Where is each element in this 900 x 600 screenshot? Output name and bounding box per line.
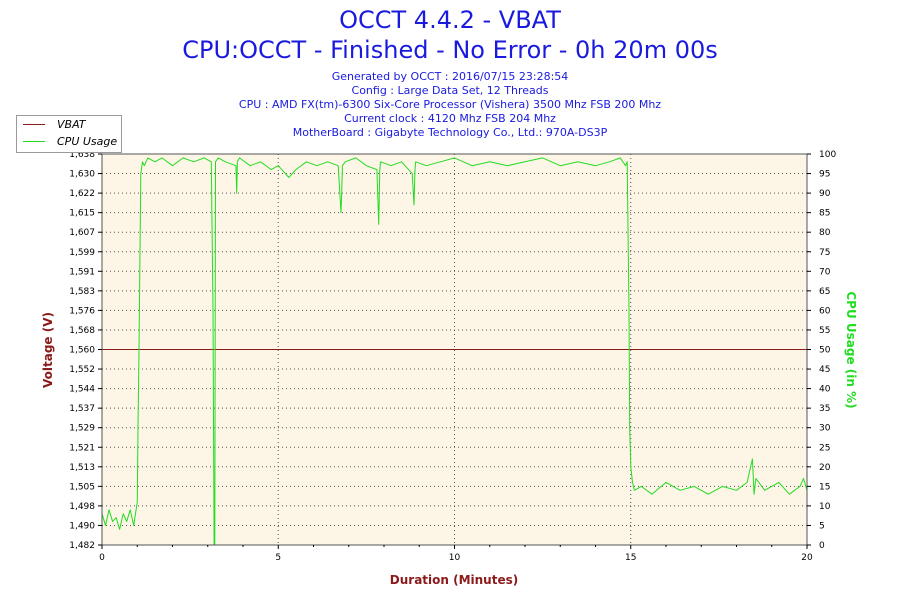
y-left-tick-label: 1,615 [69,209,95,219]
y-left-tick-label: 1,560 [69,346,95,356]
y-right-tick-label: 55 [819,326,830,336]
y-left-tick-label: 1,482 [69,541,95,551]
y-right-tick-label: 15 [819,482,830,492]
y-left-tick-label: 1,529 [69,424,95,434]
grid-lines [102,154,807,545]
y-right-tick-label: 80 [819,228,831,238]
y-left-tick-label: 1,537 [69,404,95,414]
y-left-tick-label: 1,638 [69,150,95,160]
x-tick-label: 10 [449,553,461,563]
y-right-tick-label: 100 [819,150,836,160]
x-tick-label: 20 [801,553,813,563]
chart-title: OCCT 4.4.2 - VBAT [339,6,561,34]
info-clock: Current clock : 4120 Mhz FSB 204 Mhz [344,112,556,125]
y-right-tick-label: 85 [819,209,830,219]
y-left-tick-label: 1,599 [69,248,95,258]
y-right-tick-label: 30 [819,424,831,434]
y-left-tick-label: 1,505 [69,482,95,492]
y-right-tick-label: 65 [819,287,830,297]
chart-subtitle: CPU:OCCT - Finished - No Error - 0h 20m … [182,36,718,64]
x-axis-label: Duration (Minutes) [390,573,518,587]
y-left-tick-label: 1,513 [69,463,95,473]
y-right-tick-label: 95 [819,170,830,180]
y-left-tick-label: 1,576 [69,306,95,316]
y-right-tick-label: 25 [819,443,830,453]
legend-swatch-vbat [23,124,45,125]
series-line-cpu-usage [101,157,808,546]
y-right-tick-label: 60 [819,306,831,316]
axis-ticks: 0 5 10 15 20 1,482 1,490 1,498 1,505 1,513 1,521 1,… [69,150,836,563]
y-right-tick-label: 50 [819,346,831,356]
y-left-tick-label: 1,568 [69,326,95,336]
y-right-tick-label: 40 [819,385,831,395]
y-left-tick-label: 1,607 [69,228,95,238]
x-tick-label: 0 [99,553,105,563]
y-right-tick-label: 75 [819,248,830,258]
y-right-tick-label: 5 [819,521,825,531]
x-tick-label: 15 [625,553,636,563]
y-left-tick-label: 1,552 [69,365,95,375]
info-config: Config : Large Data Set, 12 Threads [351,84,549,97]
y-left-tick-label: 1,630 [69,170,95,180]
y-right-axis-label: CPU Usage (in %) [844,291,858,408]
y-right-tick-label: 0 [819,541,825,551]
info-motherboard: MotherBoard : Gigabyte Technology Co., L… [292,126,608,139]
y-right-tick-label: 90 [819,189,831,199]
y-left-tick-label: 1,622 [69,189,95,199]
info-cpu: CPU : AMD FX(tm)-6300 Six-Core Processor… [238,98,662,111]
info-generated: Generated by OCCT : 2016/07/15 23:28:54 [331,70,569,83]
y-left-axis-label: Voltage (V) [41,312,55,388]
y-right-tick-label: 10 [819,502,831,512]
y-left-tick-label: 1,521 [69,443,95,453]
y-left-tick-label: 1,498 [69,502,95,512]
y-left-tick-label: 1,591 [69,267,95,277]
y-left-tick-label: 1,583 [69,287,95,297]
y-right-tick-label: 35 [819,404,830,414]
y-right-tick-label: 45 [819,365,830,375]
legend-swatch-cpu-usage [23,141,45,142]
legend: VBAT CPU Usage [16,115,122,153]
y-left-tick-label: 1,490 [69,521,95,531]
y-right-tick-label: 20 [819,463,831,473]
x-tick-label: 5 [275,553,281,563]
legend-label-cpu-usage: CPU Usage [57,135,118,148]
y-left-tick-label: 1,544 [69,385,95,395]
y-right-tick-label: 70 [819,267,831,277]
series-layer [101,157,808,546]
legend-label-vbat: VBAT [57,118,86,131]
